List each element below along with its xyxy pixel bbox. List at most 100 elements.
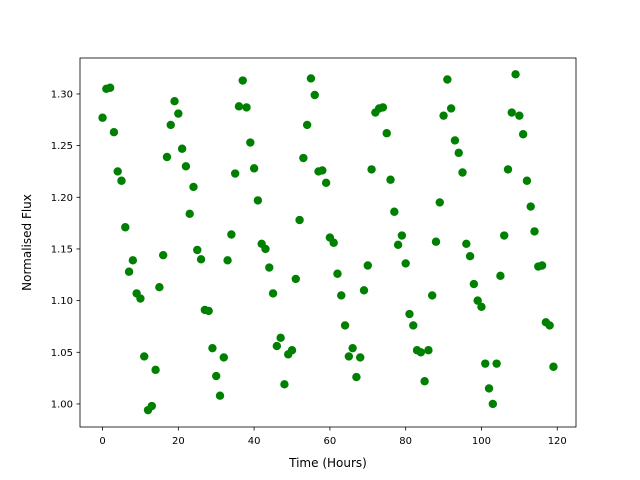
point (401, 259, 410, 268)
point (405, 309, 414, 319)
point (230, 169, 240, 178)
point (227, 230, 236, 239)
point (234, 102, 244, 111)
point (511, 70, 520, 79)
point (481, 359, 490, 368)
y-tick-label: 1.00 (51, 399, 73, 410)
point (223, 256, 232, 265)
point (473, 296, 482, 305)
x-tick-label: 120 (548, 436, 567, 447)
point (549, 362, 558, 371)
x-axis-label: Time (Hours) (288, 456, 367, 470)
point (397, 231, 407, 240)
point (359, 286, 369, 295)
point (189, 182, 198, 192)
point (435, 198, 444, 207)
x-tick-label: 80 (399, 436, 412, 447)
point (465, 251, 475, 261)
point (295, 215, 304, 225)
point (155, 282, 164, 292)
point (109, 127, 119, 137)
point (507, 108, 516, 117)
point (503, 165, 513, 174)
point (329, 238, 338, 247)
point (488, 399, 498, 409)
point (522, 176, 532, 185)
point (526, 202, 535, 211)
point (193, 245, 202, 255)
point (462, 239, 471, 248)
point (204, 306, 213, 316)
point (393, 240, 403, 250)
point (518, 130, 528, 139)
y-axis-label: Normalised Flux (20, 194, 34, 291)
point (208, 343, 217, 353)
point (367, 165, 376, 174)
point (174, 109, 183, 118)
y-tick-label: 1.20 (51, 193, 73, 204)
point (530, 227, 539, 236)
point (291, 274, 300, 284)
x-tick-label: 0 (99, 436, 105, 447)
point (356, 353, 365, 362)
point (98, 113, 107, 122)
point (105, 83, 115, 92)
point (166, 120, 175, 130)
point (321, 178, 331, 188)
point (272, 341, 282, 351)
point (477, 302, 486, 312)
point (246, 138, 255, 147)
point (302, 120, 312, 130)
point (484, 384, 494, 393)
point (337, 291, 346, 300)
point (128, 256, 138, 265)
point (443, 75, 452, 84)
point (431, 237, 441, 246)
point (212, 371, 221, 381)
point (340, 321, 350, 330)
point (499, 231, 509, 240)
point (306, 74, 316, 83)
point (181, 162, 191, 171)
point (185, 209, 194, 219)
point (136, 294, 145, 303)
point (219, 353, 228, 362)
point (537, 261, 547, 270)
plot-frame (79, 57, 577, 428)
point (113, 167, 122, 176)
point (446, 104, 456, 113)
point (265, 263, 274, 272)
point (450, 136, 460, 145)
y-tick-label: 1.25 (51, 141, 73, 152)
point (348, 343, 357, 353)
point (276, 333, 285, 343)
point (390, 207, 399, 216)
point (162, 152, 172, 162)
point (249, 164, 259, 173)
point (121, 223, 130, 232)
point (215, 391, 225, 400)
point (382, 129, 391, 138)
point (378, 103, 388, 112)
point (409, 321, 418, 330)
point (352, 372, 361, 382)
x-tick-label: 100 (472, 436, 491, 447)
point (268, 289, 278, 298)
point (424, 346, 433, 355)
y-tick-label: 1.05 (51, 348, 73, 359)
point (140, 352, 149, 361)
point (177, 144, 187, 153)
point (439, 111, 448, 120)
point (124, 267, 134, 276)
point (416, 348, 426, 357)
point (458, 168, 467, 177)
point (333, 269, 342, 278)
point (454, 148, 463, 158)
x-tick-label: 40 (248, 436, 261, 447)
point (492, 359, 501, 368)
y-tick-label: 1.15 (51, 244, 73, 255)
point (545, 321, 554, 330)
point (238, 76, 247, 85)
point (253, 196, 263, 205)
point (386, 175, 395, 184)
